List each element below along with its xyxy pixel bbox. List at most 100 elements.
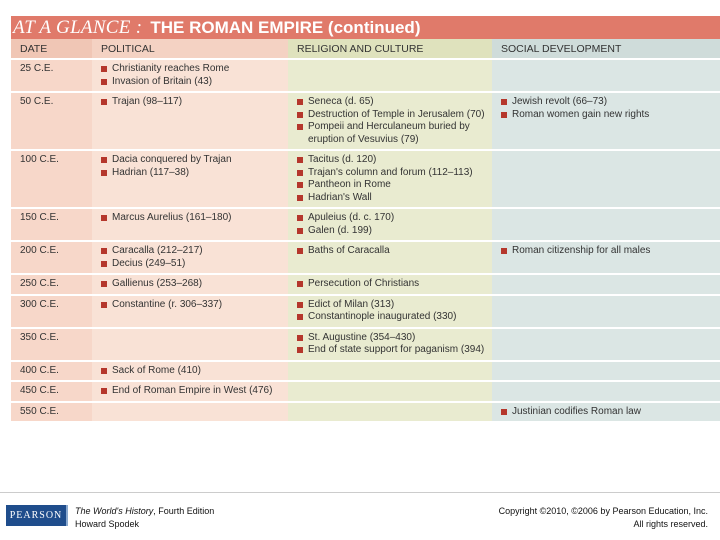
bullet-icon [501, 111, 507, 118]
date-cell: 150 C.E. [11, 207, 92, 241]
event-text: Persecution of Christians [308, 278, 420, 289]
religion-culture-cell: St. Augustine (354–430) End of state supp… [288, 326, 492, 361]
event-list: Jewish revolt (66–73) Roman women gain ne… [501, 96, 717, 121]
event-list: Caracalla (212–217) Decius (249–51) [101, 245, 284, 270]
list-item: Christianity reaches Rome [101, 63, 284, 76]
bullet-icon [297, 99, 303, 105]
event-text: Galen (d. 199) [308, 224, 372, 236]
header-political: POLITICAL [92, 39, 288, 59]
date-cell: 50 C.E. [11, 91, 92, 150]
bullet-icon [297, 281, 303, 287]
bullet-icon [297, 248, 303, 254]
bullet-icon [101, 260, 107, 267]
event-text: Destruction of Temple in Jerusalem (70) [308, 108, 485, 120]
date-cell: 200 C.E. [11, 240, 92, 274]
event-list: Roman citizenship for all males [501, 245, 717, 258]
event-text: Trajan's column and forum (112–113) [308, 166, 473, 178]
bullet-icon [101, 78, 107, 85]
event-text: Hadrian's Wall [308, 191, 372, 203]
bullet-icon [101, 281, 107, 287]
date-cell: 250 C.E. [11, 273, 92, 295]
bullet-icon [297, 111, 303, 118]
political-cell: Caracalla (212–217) Decius (249–51) [92, 240, 288, 274]
list-item: Tacitus (d. 120) [297, 154, 488, 167]
social-development-cell: Justinian codifies Roman law [492, 400, 720, 421]
social-development-cell [492, 380, 720, 402]
event-list: Tacitus (d. 120) Trajan's column and foru… [297, 154, 488, 204]
bullet-icon [501, 408, 507, 415]
table-row: 300 C.E. Constantine (r. 306–337) Edict of… [11, 293, 720, 328]
list-item: Jewish revolt (66–73) [501, 96, 717, 109]
religion-culture-cell: Seneca (d. 65) Destruction of Temple in J… [288, 91, 492, 150]
list-item: Pompeii and Herculaneum buried by erupti… [297, 121, 488, 146]
book-author: Howard Spodek [75, 518, 140, 529]
list-item: Hadrian (117–38) [101, 167, 284, 180]
event-list: Apuleius (d. c. 170) Galen (d. 199) [297, 212, 488, 237]
event-list: Christianity reaches Rome Invasion of Bri… [101, 63, 284, 88]
bullet-icon [101, 388, 107, 394]
date-cell: 100 C.E. [11, 149, 92, 208]
event-text: Jewish revolt (66–73) [512, 96, 608, 107]
social-development-cell: Roman citizenship for all males [492, 240, 720, 274]
table-row: 25 C.E. Christianity reaches Rome Invasion… [11, 58, 720, 92]
social-development-cell [492, 149, 720, 208]
header-date: DATE [11, 39, 92, 59]
social-development-cell [492, 273, 720, 295]
bullet-icon [297, 314, 303, 320]
bullet-icon [297, 169, 303, 176]
page-title: THE ROMAN EMPIRE (continued) [150, 17, 421, 37]
list-item: Dacia conquered by Trajan [101, 154, 284, 167]
social-development-cell [492, 326, 720, 361]
bullet-icon [101, 367, 107, 374]
list-item: St. Augustine (354–430) [297, 332, 488, 345]
date-cell: 450 C.E. [11, 380, 92, 402]
event-text: Hadrian (117–38) [112, 166, 190, 178]
date-cell: 25 C.E. [11, 58, 92, 92]
list-item: Justinian codifies Roman law [501, 406, 717, 419]
logo-accent [66, 505, 68, 526]
list-item: Decius (249–51) [101, 258, 284, 271]
political-cell: Sack of Rome (410) [92, 359, 288, 381]
bullet-icon [101, 301, 107, 308]
book-edition: , Fourth Edition [153, 506, 215, 516]
event-list: Marcus Aurelius (161–180) [101, 212, 284, 225]
list-item: Constantinople inaugurated (330) [297, 311, 488, 324]
header-religion-culture: RELIGION AND CULTURE [288, 39, 492, 59]
event-text: End of Roman Empire in West (476) [112, 385, 273, 396]
table-row: 250 C.E. Gallienus (253–268) Persecution o… [11, 273, 720, 295]
table-row: 150 C.E. Marcus Aurelius (161–180) Apuleiu… [11, 207, 720, 241]
list-item: Invasion of Britain (43) [101, 76, 284, 89]
event-text: End of state support for paganism (394) [308, 344, 485, 355]
event-text: St. Augustine (354–430) [308, 331, 416, 343]
bullet-icon [101, 157, 107, 163]
list-item: Galen (d. 199) [297, 225, 488, 238]
list-item: Roman citizenship for all males [501, 245, 717, 258]
bullet-icon [297, 215, 303, 221]
political-cell: Marcus Aurelius (161–180) [92, 207, 288, 241]
religion-culture-cell [288, 58, 492, 92]
event-list: Justinian codifies Roman law [501, 406, 717, 419]
religion-culture-cell [288, 400, 492, 421]
social-development-cell [492, 58, 720, 92]
bullet-icon [501, 248, 507, 254]
event-text: Dacia conquered by Trajan [112, 154, 232, 165]
social-development-cell: Jewish revolt (66–73) Roman women gain ne… [492, 91, 720, 150]
table-row: 400 C.E. Sack of Rome (410) [11, 359, 720, 381]
event-list: Sack of Rome (410) [101, 365, 284, 378]
event-text: Tacitus (d. 120) [308, 154, 377, 165]
copyright-line-1: Copyright ©2010, ©2006 by Pearson Educat… [498, 506, 708, 516]
bullet-icon [297, 124, 303, 130]
social-development-cell [492, 207, 720, 241]
slide: AT A GLANCE : THE ROMAN EMPIRE (continue… [11, 16, 720, 481]
list-item: Baths of Caracalla [297, 245, 488, 258]
bullet-icon [101, 66, 107, 72]
event-text: Gallienus (253–268) [112, 278, 203, 289]
event-list: End of Roman Empire in West (476) [101, 385, 284, 398]
event-list: Dacia conquered by Trajan Hadrian (117–38… [101, 154, 284, 179]
table-row: 50 C.E. Trajan (98–117) Seneca (d. 65) Dest… [11, 91, 720, 150]
event-list: Constantine (r. 306–337) [101, 299, 284, 312]
religion-culture-cell: Baths of Caracalla [288, 240, 492, 274]
event-text: Decius (249–51) [112, 257, 186, 269]
event-text: Marcus Aurelius (161–180) [112, 212, 232, 223]
political-cell: Trajan (98–117) [92, 91, 288, 150]
